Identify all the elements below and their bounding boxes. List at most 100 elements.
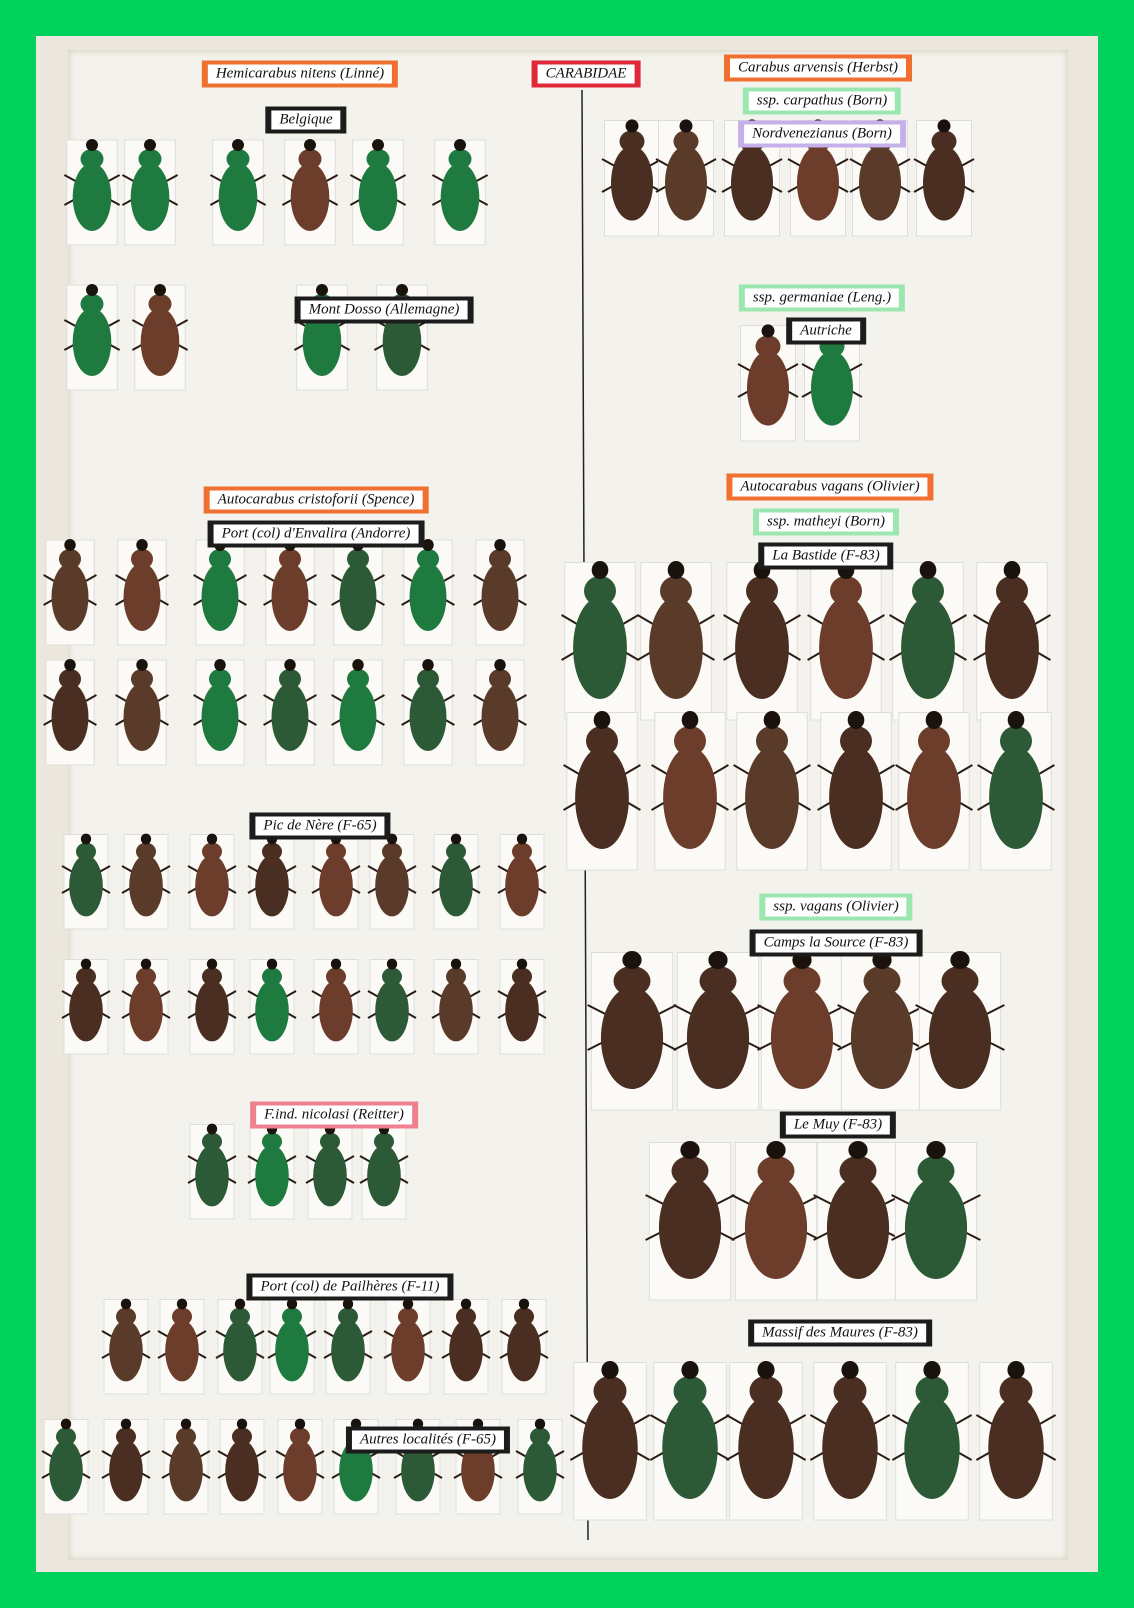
beetle-body	[819, 597, 873, 699]
label-text: Autocarabus vagans (Olivier)	[732, 477, 928, 497]
beetle-body	[319, 855, 353, 917]
beetle-thorax	[326, 842, 346, 861]
beetle-thorax	[941, 966, 979, 996]
beetle-head	[86, 284, 98, 296]
beetle-thorax	[660, 576, 692, 606]
beetle-body	[505, 855, 539, 917]
label-text: La Bastide (F-83)	[764, 546, 888, 566]
beetle-body	[409, 563, 447, 631]
beetle-head	[140, 833, 152, 845]
label-text: ssp. matheyi (Born)	[759, 512, 893, 532]
beetle-head	[454, 139, 466, 151]
beetle-head	[848, 1141, 868, 1159]
beetle-body	[130, 163, 170, 231]
beetle-thorax	[347, 669, 369, 689]
beetle-body	[123, 683, 161, 751]
beetle-head	[625, 119, 639, 133]
beetle-body	[904, 1177, 968, 1279]
beetle-body	[665, 145, 707, 221]
beetle-thorax	[230, 1307, 250, 1326]
label: Le Muy (F-83)	[779, 1111, 897, 1139]
beetle-body	[51, 563, 89, 631]
beetle-body	[663, 747, 717, 849]
beetle-head	[516, 958, 528, 970]
beetle-body	[461, 1440, 495, 1502]
beetle-head	[757, 1361, 775, 1379]
beetle-thorax	[673, 1376, 707, 1406]
beetle-thorax	[613, 966, 651, 996]
beetle-thorax	[912, 576, 944, 606]
beetle-thorax	[830, 576, 862, 606]
beetle-body	[218, 163, 258, 231]
label: Pic de Nère (F-65)	[249, 812, 391, 840]
label: Nordvenezianus (Born)	[738, 120, 906, 148]
beetle-body	[367, 1145, 401, 1207]
beetle-thorax	[417, 669, 439, 689]
beetle-body	[313, 1145, 347, 1207]
beetle-thorax	[148, 294, 172, 314]
beetle-thorax	[840, 726, 872, 756]
beetle-body	[140, 308, 180, 376]
label: Camps la Source (F-83)	[749, 929, 923, 957]
beetle-head	[214, 659, 226, 671]
beetle-body	[165, 1320, 199, 1382]
beetle-head	[422, 659, 434, 671]
beetle-body	[797, 145, 839, 221]
beetle-thorax	[398, 1307, 418, 1326]
beetle-body	[481, 683, 519, 751]
beetle-body	[195, 855, 229, 917]
beetle-body	[195, 1145, 229, 1207]
label: Autocarabus vagans (Olivier)	[726, 473, 934, 501]
beetle-body	[375, 980, 409, 1042]
beetle-thorax	[202, 1132, 222, 1151]
beetle-head	[140, 958, 152, 970]
beetle-body	[822, 1397, 878, 1499]
beetle-head	[284, 659, 296, 671]
beetle-head	[591, 561, 609, 579]
beetle-body	[331, 1320, 365, 1382]
beetle-thorax	[915, 1376, 949, 1406]
label-text: ssp. germaniae (Leng.)	[744, 288, 900, 308]
beetle-head	[1003, 561, 1021, 579]
beetle-thorax	[131, 549, 153, 569]
beetle-head	[154, 284, 166, 296]
beetle-head	[761, 324, 775, 338]
beetle-head	[681, 1361, 699, 1379]
beetle-thorax	[746, 576, 778, 606]
beetle-body	[859, 145, 901, 221]
beetle-head	[236, 1418, 248, 1430]
beetle-thorax	[262, 1132, 282, 1151]
beetle-thorax	[863, 966, 901, 996]
beetle-thorax	[512, 967, 532, 986]
beetle-thorax	[756, 726, 788, 756]
beetle-thorax	[674, 726, 706, 756]
beetle-head	[144, 139, 156, 151]
label-text: Pic de Nère (F-65)	[255, 816, 385, 836]
label: F.ind. nicolasi (Reitter)	[250, 1101, 418, 1129]
label-text: Le Muy (F-83)	[785, 1115, 891, 1135]
beetle-thorax	[262, 842, 282, 861]
beetle-head	[937, 119, 951, 133]
label: La Bastide (F-83)	[758, 542, 894, 570]
beetle-body	[255, 855, 289, 917]
beetle-thorax	[996, 576, 1028, 606]
beetle-body	[319, 980, 353, 1042]
beetle-head	[266, 958, 278, 970]
beetle-head	[372, 139, 384, 151]
beetle-body	[826, 1177, 890, 1279]
beetle-body	[507, 1320, 541, 1382]
beetle-body	[449, 1320, 483, 1382]
beetle-body	[988, 1397, 1044, 1499]
label-text: Camps la Source (F-83)	[755, 933, 917, 953]
beetle-head	[450, 958, 462, 970]
beetle-head	[593, 711, 611, 729]
beetle-head	[304, 139, 316, 151]
beetle-head	[494, 659, 506, 671]
label: Port (col) de Pailhères (F-11)	[246, 1273, 454, 1301]
beetle-thorax	[749, 1376, 783, 1406]
beetle-body	[69, 855, 103, 917]
beetle-head	[516, 833, 528, 845]
beetle-body	[195, 980, 229, 1042]
beetle-body	[255, 980, 289, 1042]
label-text: Mont Dosso (Allemagne)	[300, 300, 468, 320]
